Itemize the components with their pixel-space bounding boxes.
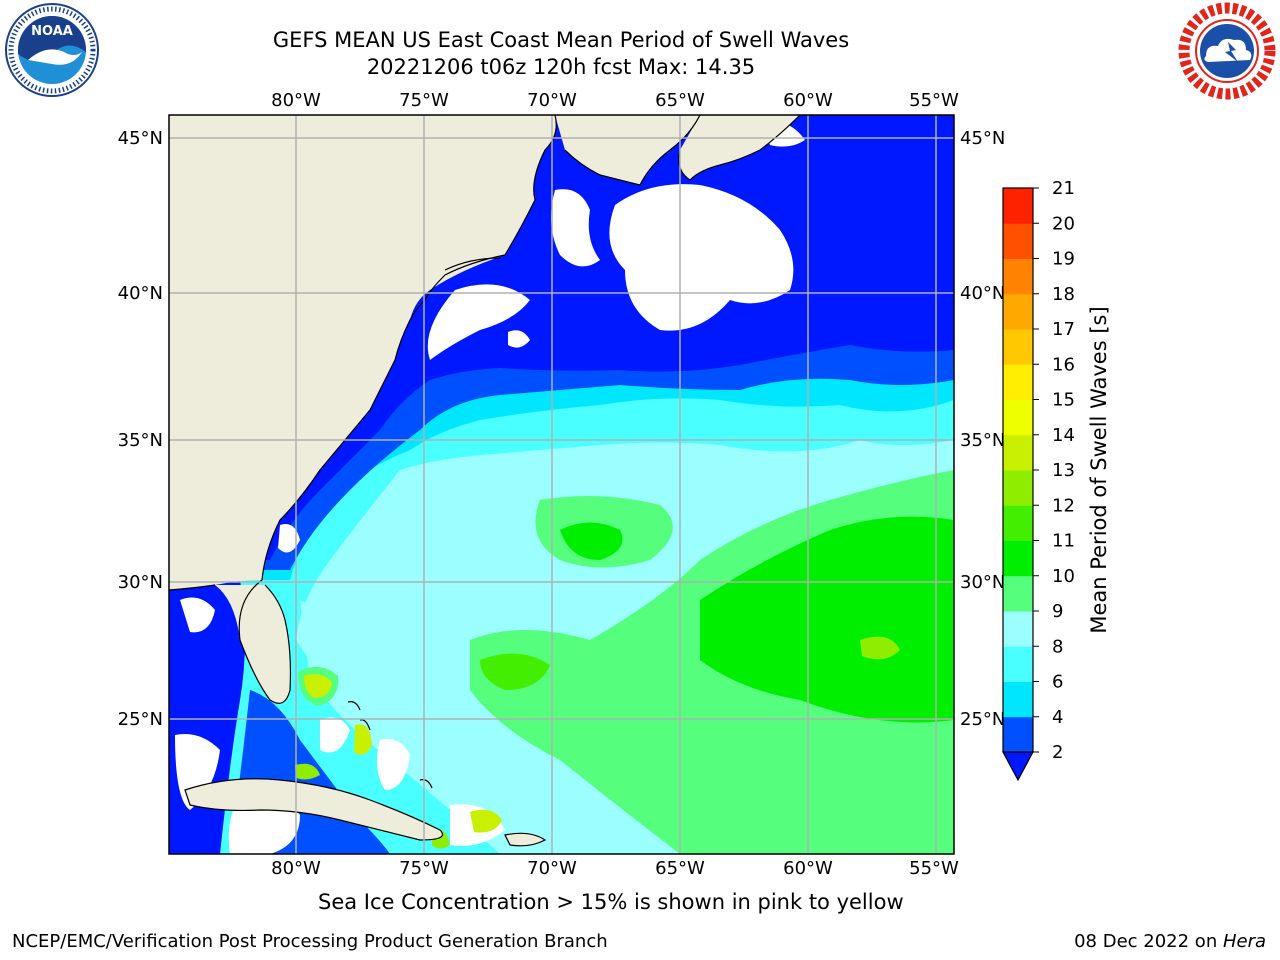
colorbar-swatch [1003, 329, 1033, 365]
colorbar-ticks: 2 4 6 8 9 10 11 12 13 14 15 16 17 18 19 20 21 [1033, 178, 1075, 763]
colorbar-label: Mean Period of Swell Waves [s] [1087, 306, 1111, 633]
lon-label-bottom: 55°W [909, 858, 959, 879]
swell-11s-patch [480, 653, 550, 690]
colorbar-swatch [1003, 575, 1033, 612]
colorbar-swatch [1003, 188, 1033, 224]
lon-label-bottom: 65°W [655, 858, 705, 879]
colorbar-swatch [1003, 646, 1033, 682]
colorbar-swatches [1003, 188, 1033, 753]
nws-logo [1178, 2, 1276, 100]
lat-label-left: 45°N [118, 128, 163, 149]
land-us-east-coast [169, 115, 557, 590]
colorbar-tick-label: 6 [1052, 672, 1063, 693]
colorbar-swatch [1003, 364, 1033, 400]
colorbar-swatch [1003, 470, 1033, 506]
colorbar-swatch [1003, 540, 1033, 577]
colorbar-swatch [1003, 293, 1033, 330]
swell-13s-bahamas-patch [304, 674, 332, 698]
date-text: 08 Dec 2022 on [1074, 931, 1223, 952]
colorbar-swatch [1003, 716, 1033, 753]
colorbar-tick-label: 18 [1052, 284, 1075, 305]
lat-label-left: 40°N [118, 283, 163, 304]
colorbar-tick-label: 21 [1052, 178, 1075, 199]
noaa-logo-text: NOAA [31, 24, 73, 39]
missing-data-patch [278, 524, 300, 553]
colorbar-tick-label: 4 [1052, 707, 1063, 728]
missing-data-patch [609, 184, 794, 331]
sea-ice-note: Sea Ice Concentration > 15% is shown in … [318, 890, 904, 914]
land-cuba [185, 778, 443, 840]
land-new-england [555, 115, 700, 185]
swell-12s-patch [295, 763, 320, 780]
colorbar-tick-label: 14 [1052, 425, 1075, 446]
chart-subtitle: 20221206 t06z 120h fcst Max: 14.35 [366, 55, 756, 79]
swell-10-11s-patch [560, 522, 623, 560]
colorbar-swatch [1003, 223, 1033, 259]
missing-data-patch [551, 189, 600, 267]
missing-data-patch [320, 717, 350, 753]
swell-12s-patch [860, 636, 900, 660]
colorbar-swatch [1003, 611, 1033, 647]
generation-date: 08 Dec 2022 on Hera [1074, 931, 1266, 952]
lon-label-bottom: 60°W [783, 858, 833, 879]
colorbar-tick-label: 19 [1052, 249, 1075, 270]
lon-label-top: 70°W [527, 90, 577, 111]
colorbar-swatch [1003, 434, 1033, 471]
lon-label-bottom: 70°W [527, 858, 577, 879]
host-name: Hera [1222, 931, 1266, 952]
lat-label-right: 35°N [960, 430, 1005, 451]
lat-label-right: 30°N [960, 572, 1005, 593]
swell-13s-caribbean-patch [470, 809, 502, 833]
credit-text: NCEP/EMC/Verification Post Processing Pr… [12, 931, 608, 952]
colorbar-tick-label: 20 [1052, 213, 1075, 234]
lat-label-left: 35°N [118, 430, 163, 451]
lat-label-left: 30°N [118, 572, 163, 593]
colorbar-tick-label: 11 [1052, 531, 1075, 552]
colorbar-tick-label: 8 [1052, 636, 1063, 657]
lon-label-bottom: 75°W [399, 858, 449, 879]
lon-label-top: 80°W [271, 90, 321, 111]
colorbar-tick-label: 15 [1052, 390, 1075, 411]
lat-label-left: 25°N [118, 709, 163, 730]
lon-label-bottom: 80°W [271, 858, 321, 879]
colorbar-swatch [1003, 258, 1033, 295]
gridlines [169, 115, 954, 854]
noaa-logo: NOAA [5, 3, 99, 97]
colorbar-tick-label: 12 [1052, 495, 1075, 516]
colorbar-tick-label: 10 [1052, 566, 1075, 587]
colorbar-tick-label: 17 [1052, 319, 1075, 340]
colorbar-under-arrow [1001, 751, 1035, 782]
missing-data-patch [508, 330, 530, 348]
colorbar-tick-label: 13 [1052, 460, 1075, 481]
lat-label-right: 45°N [960, 128, 1005, 149]
map-area [169, 115, 954, 854]
coastlines [169, 115, 801, 847]
land-hispaniola [505, 833, 545, 846]
colorbar-swatch [1003, 399, 1033, 436]
map-frame [168, 114, 955, 855]
lon-label-top: 75°W [399, 90, 449, 111]
colorbar-tick-label: 2 [1052, 742, 1063, 763]
lon-label-top: 55°W [909, 90, 959, 111]
lon-label-top: 60°W [783, 90, 833, 111]
lon-label-top: 65°W [655, 90, 705, 111]
lat-label-right: 25°N [960, 709, 1005, 730]
land-nova-scotia [678, 115, 800, 180]
swell-10-11s-region [700, 516, 954, 723]
colorbar-swatch [1003, 505, 1033, 541]
land-florida [215, 585, 291, 704]
missing-data-patch [376, 739, 410, 790]
lat-label-right: 40°N [960, 283, 1005, 304]
swell-13s-bahamas-patch [354, 724, 372, 755]
colorbar-tick-label: 16 [1052, 354, 1075, 375]
missing-data-patch [427, 284, 530, 360]
colorbar: 2 4 6 8 9 10 11 12 13 14 15 16 17 18 19 20 21 Mean Perio… [1001, 178, 1111, 782]
missing-data-patch [180, 597, 215, 633]
colorbar-tick-label: 9 [1052, 601, 1063, 622]
colorbar-swatch [1003, 681, 1033, 718]
swell-8-9s-band [300, 600, 600, 854]
chart-title: GEFS MEAN US East Coast Mean Period of S… [272, 28, 850, 52]
